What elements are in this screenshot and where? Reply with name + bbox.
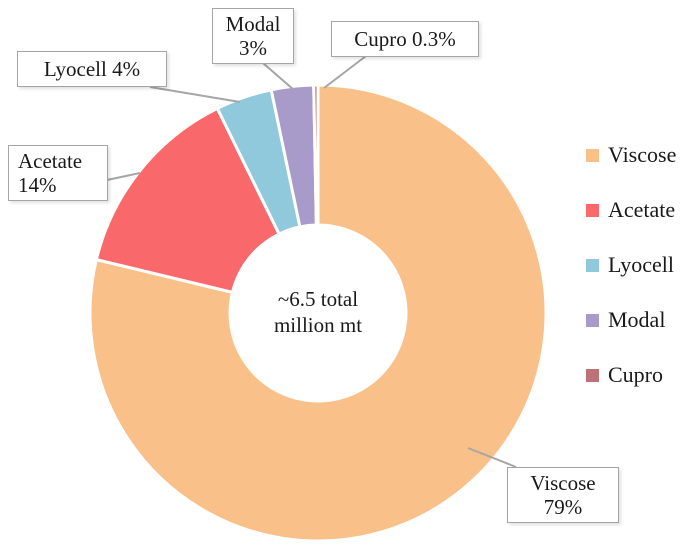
legend-item-lyocell: Lyocell (586, 252, 676, 277)
donut-slices (88, 83, 548, 543)
legend: Viscose Acetate Lyocell Modal Cupro (586, 142, 677, 418)
viscose-callout-line1: Viscose (530, 471, 596, 495)
slice-acetate (94, 106, 282, 295)
lyocell-callout-line1: Lyocell 4% (43, 57, 141, 81)
legend-label-cupro: Cupro (608, 362, 663, 387)
slice-cupro (312, 83, 320, 227)
cupro-callout: Cupro 0.3% (331, 21, 479, 58)
modal-callout-line2: 3% (239, 36, 267, 61)
acetate-callout-line1: Acetate (18, 149, 83, 173)
modal-swatch-icon (586, 313, 599, 327)
viscose-callout: Viscose 79% (507, 467, 619, 524)
modal-callout: Modal 3% (212, 8, 294, 65)
acetate-swatch-icon (586, 203, 599, 217)
cupro-callout-line1: Cupro 0.3% (354, 27, 456, 51)
legend-item-viscose: Viscose (586, 142, 677, 167)
legend-label-lyocell: Lyocell (608, 252, 674, 277)
center-label-line1: ~6.5 total (277, 287, 359, 311)
viscose-callout-line2: 79% (543, 495, 583, 520)
acetate-callout: Acetate 14% (8, 145, 108, 202)
acetate-leader-line (106, 172, 141, 181)
lyocell-callout: Lyocell 4% (17, 51, 167, 88)
center-label: ~6.5 total million mt (208, 286, 428, 339)
cupro-leader-line (323, 55, 367, 89)
legend-item-modal: Modal (586, 307, 676, 332)
viscose-leader-line (467, 447, 517, 468)
lyocell-swatch-icon (586, 258, 599, 272)
viscose-swatch-icon (586, 148, 599, 162)
legend-item-cupro: Cupro (586, 362, 676, 387)
modal-callout-line1: Modal (225, 12, 281, 36)
cupro-swatch-icon (586, 368, 599, 382)
legend-label-viscose: Viscose (608, 142, 677, 167)
legend-label-modal: Modal (608, 307, 666, 332)
legend-item-acetate: Acetate (586, 197, 676, 222)
slice-viscose (88, 83, 548, 543)
lyocell-leader-line (149, 86, 241, 103)
legend-label-acetate: Acetate (608, 197, 676, 222)
acetate-callout-line2: 14% (18, 173, 57, 198)
center-label-line2: million mt (273, 313, 363, 338)
